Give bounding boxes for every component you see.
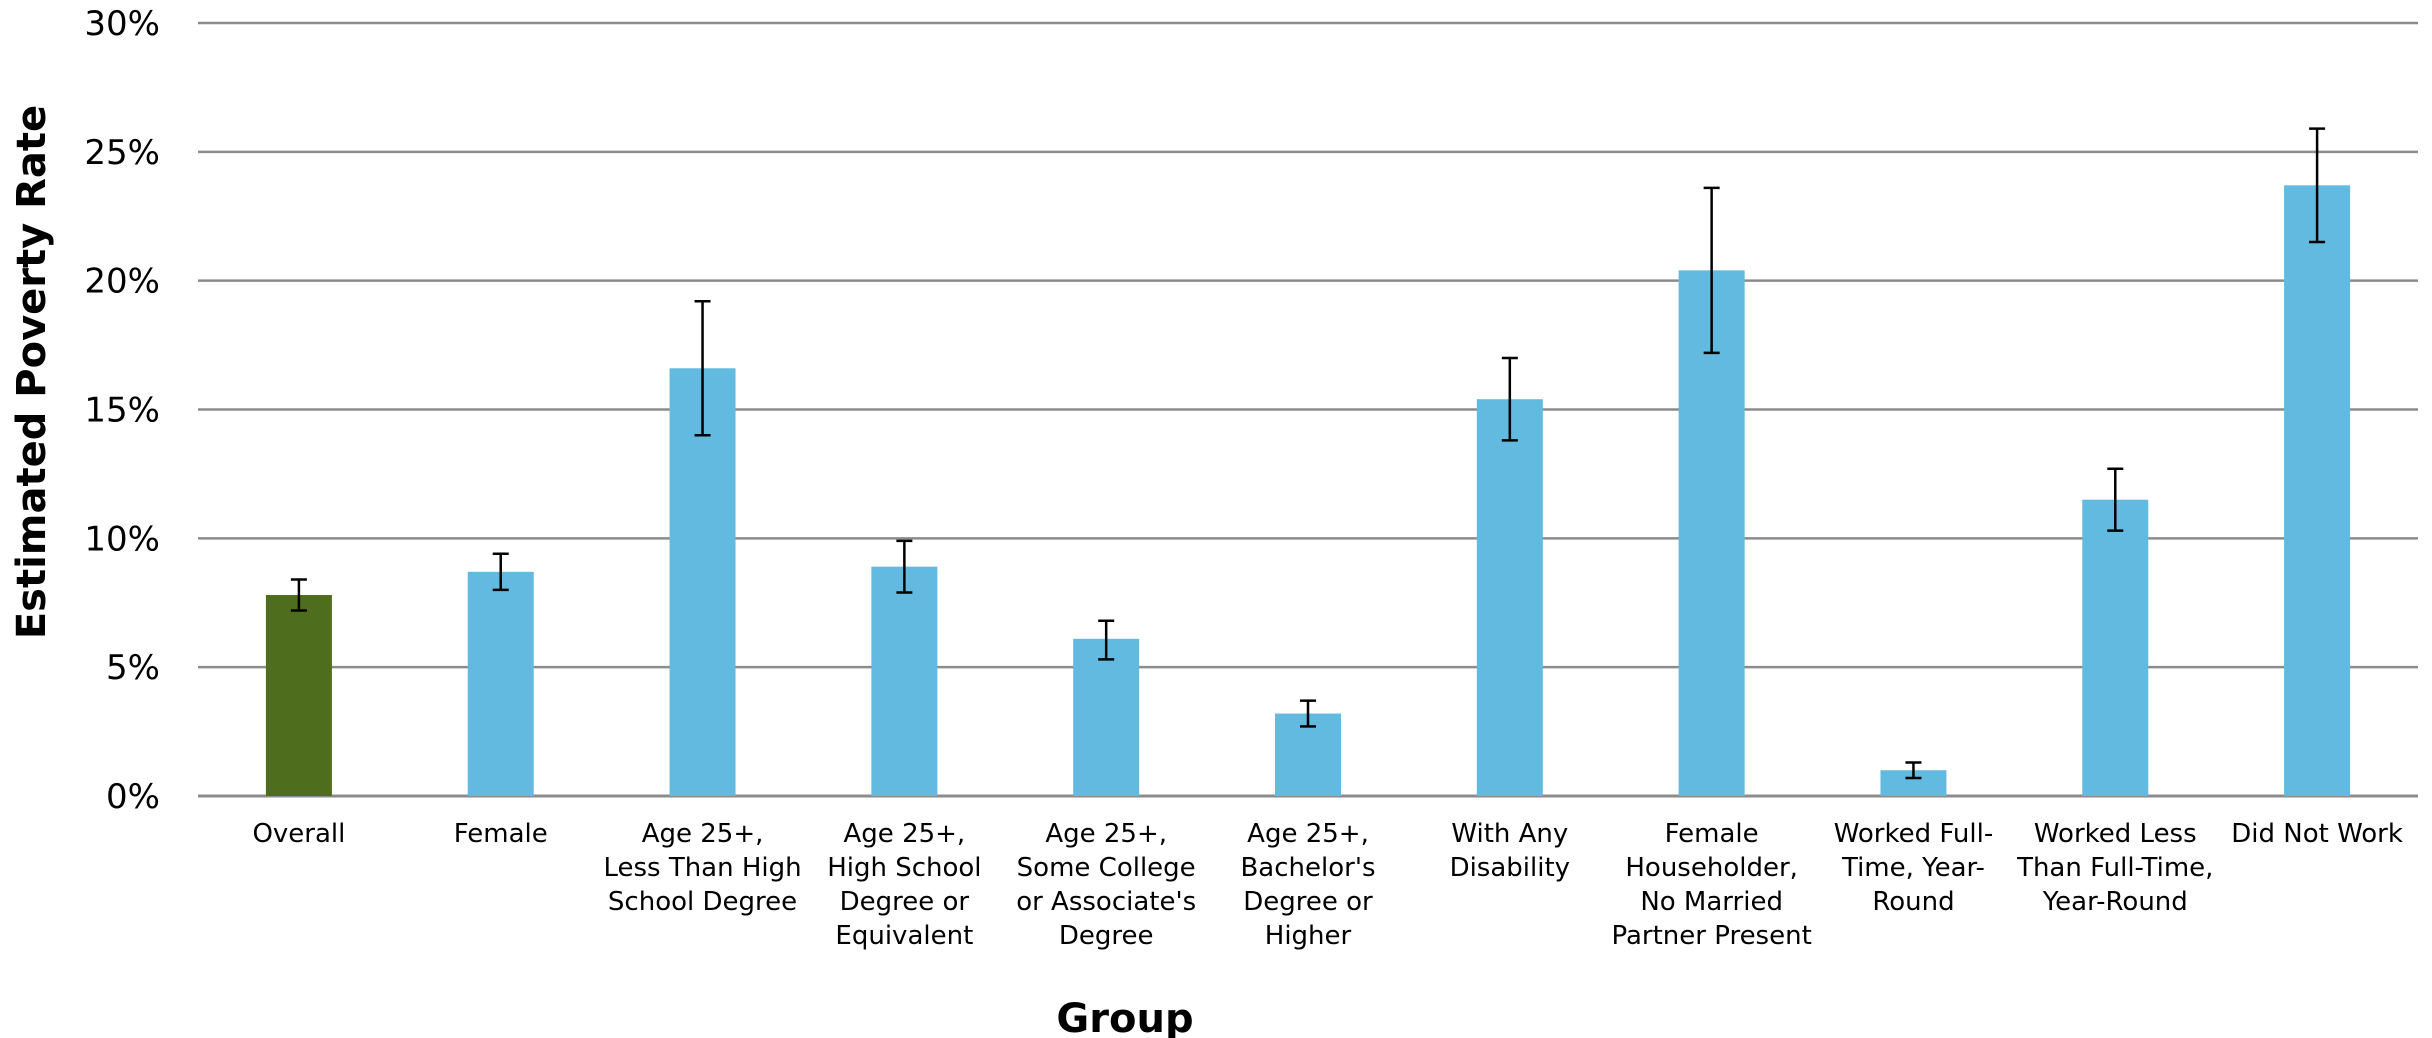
y-tick-label: 5% [106,648,160,688]
x-tick-label-line: Overall [252,819,345,849]
bar [2082,499,2149,796]
y-tick-label: 10% [84,519,160,559]
x-tick-labels: Overall Female Age 25+, Less Than High Schoo… [252,819,2402,951]
bar [1476,399,1543,796]
x-tick-label: Female Householder, No Married Partner Pres… [1611,819,1811,951]
y-tick-label: 30% [84,4,160,44]
x-tick-label: Female [454,819,548,849]
x-tick-label: Worked Full- Time, Year- Round [1834,819,1994,917]
x-tick-label: Did Not Work [2231,819,2403,849]
y-tick-label: 25% [84,133,160,173]
x-tick-label: With Any Disability [1450,819,1570,883]
x-tick-label: Age 25+, High School Degree or Equivalent [827,819,981,951]
x-tick-label-line: Age 25+, [642,819,764,849]
x-tick-label: Age 25+, Less Than High School Degree [603,819,801,917]
bar [1678,270,1745,796]
x-tick-label-line: Age 25+, [1247,819,1369,849]
x-tick-label-line: Female [454,819,548,849]
bars [265,185,2351,796]
x-tick-label-line: Degree or [840,887,970,917]
x-tick-label-line: With Any [1451,819,1568,849]
x-tick-label-line: Age 25+, [1045,819,1167,849]
x-tick-label-line: Than Full-Time, [2016,853,2213,883]
error-bars [290,127,2326,780]
y-tick-labels: 0% 5% 10% 15% 20% 25% 30% [84,4,160,817]
x-tick-label-line: Round [1872,887,1954,917]
gridlines [198,21,2418,798]
x-tick-label-line: Age 25+, [844,819,966,849]
y-axis-title: Estimated Poverty Rate [9,105,55,639]
x-tick-label-line: Bachelor's [1240,853,1375,883]
x-tick-label: Age 25+, Some College or Associate's Degree [1016,819,1196,951]
x-tick-label-line: Time, Year- [1841,853,1985,883]
x-tick-label-line: School Degree [608,887,797,917]
x-tick-label: Overall [252,819,345,849]
x-tick-label-line: Less Than High [603,853,801,883]
x-tick-label-line: Degree or [1243,887,1373,917]
x-tick-label-line: Degree [1059,921,1154,951]
x-tick-label: Worked Less Than Full-Time, Year-Round [2016,819,2213,917]
x-tick-label-line: Householder, [1625,853,1798,883]
x-tick-label-line: No Married [1640,887,1783,917]
bar [1073,638,1140,796]
y-tick-label: 0% [106,777,160,817]
x-tick-label-line: Did Not Work [2231,819,2403,849]
bar [467,571,534,796]
x-tick-label-line: Higher [1265,921,1352,951]
x-tick-label-line: or Associate's [1016,887,1196,917]
x-tick-label-line: Equivalent [835,921,973,951]
bar [871,566,938,796]
x-tick-label-line: Year-Round [2042,887,2188,917]
y-tick-label: 15% [84,391,160,431]
bar [265,595,332,796]
x-tick-label: Age 25+, Bachelor's Degree or Higher [1240,819,1375,951]
x-tick-label-line: Partner Present [1611,921,1811,951]
x-tick-label-line: Some College [1017,853,1196,883]
x-tick-label-line: Female [1665,819,1759,849]
x-tick-label-line: Worked Full- [1834,819,1994,849]
x-tick-label-line: High School [827,853,981,883]
x-tick-label-line: Worked Less [2034,819,2197,849]
x-tick-label-line: Disability [1450,853,1570,883]
y-tick-label: 20% [84,262,160,302]
bar [2284,185,2351,796]
bar [669,368,736,796]
x-axis-title: Group [1056,996,1193,1038]
